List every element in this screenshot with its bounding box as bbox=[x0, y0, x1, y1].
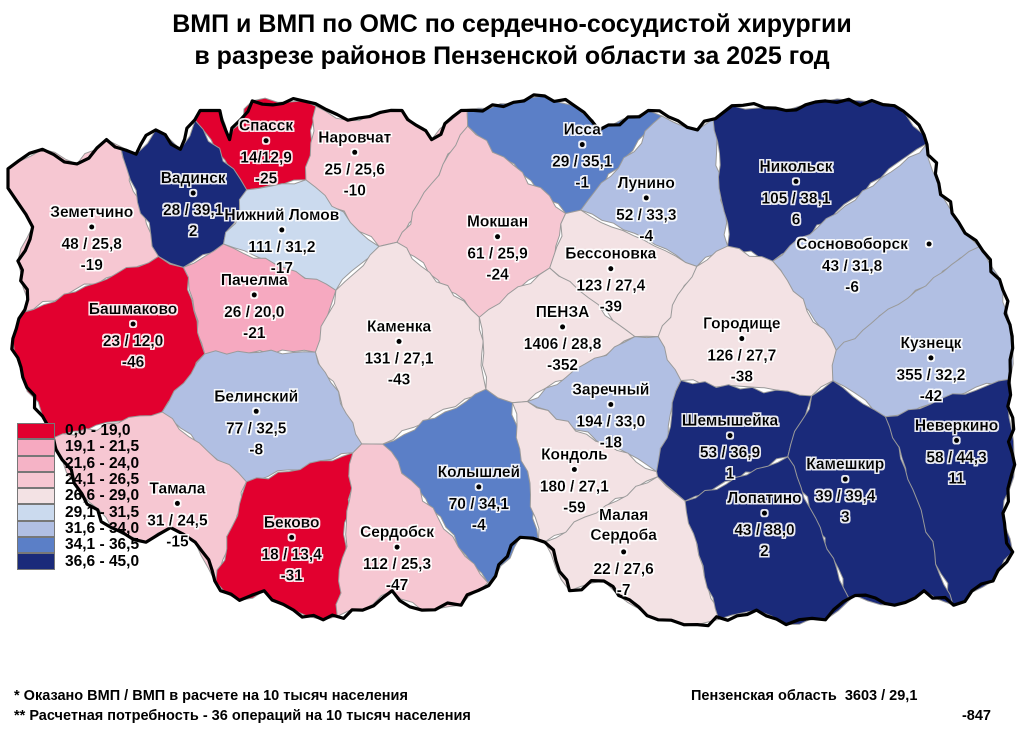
svg-text:26 / 20,0: 26 / 20,0 bbox=[224, 304, 284, 321]
svg-text:1: 1 bbox=[726, 466, 735, 483]
svg-text:Спасск: Спасск bbox=[239, 118, 293, 135]
svg-text:Городище: Городище bbox=[703, 316, 781, 333]
svg-text:-8: -8 bbox=[249, 441, 263, 458]
svg-text:-38: -38 bbox=[731, 369, 754, 386]
svg-text:Башмаково: Башмаково bbox=[89, 301, 177, 318]
svg-text:-24: -24 bbox=[486, 267, 509, 284]
svg-text:111 / 31,2: 111 / 31,2 bbox=[248, 239, 315, 256]
svg-text:131 / 27,1: 131 / 27,1 bbox=[365, 350, 434, 367]
svg-text:48 / 25,8: 48 / 25,8 bbox=[62, 236, 123, 253]
svg-text:1406 / 28,8: 1406 / 28,8 bbox=[524, 336, 602, 353]
svg-text:Земетчино: Земетчино bbox=[50, 204, 133, 221]
svg-text:39 / 39,4: 39 / 39,4 bbox=[815, 488, 876, 505]
svg-text:Лунино: Лунино bbox=[618, 175, 675, 192]
svg-text:Наровчат: Наровчат bbox=[318, 129, 391, 146]
svg-text:-25: -25 bbox=[255, 171, 278, 188]
svg-text:-43: -43 bbox=[388, 371, 411, 388]
svg-text:-4: -4 bbox=[639, 228, 653, 245]
svg-text:-31: -31 bbox=[280, 567, 303, 584]
svg-text:Кузнецк: Кузнецк bbox=[901, 335, 962, 352]
svg-text:Нижний Ломов: Нижний Ломов bbox=[224, 207, 339, 224]
svg-text:Колышлей: Колышлей bbox=[438, 464, 520, 481]
svg-text:194 / 33,0: 194 / 33,0 bbox=[576, 413, 645, 430]
svg-text:61 / 25,9: 61 / 25,9 bbox=[467, 246, 528, 263]
svg-text:123 / 27,4: 123 / 27,4 bbox=[576, 278, 645, 295]
svg-text:29 / 35,1: 29 / 35,1 bbox=[552, 154, 613, 171]
svg-text:58 / 44,3: 58 / 44,3 bbox=[926, 449, 987, 466]
svg-text:Сердобск: Сердобск bbox=[360, 524, 434, 541]
svg-text:112 / 25,3: 112 / 25,3 bbox=[363, 556, 431, 573]
svg-text:-46: -46 bbox=[122, 354, 145, 371]
svg-text:-19: -19 bbox=[81, 257, 104, 274]
svg-text:-10: -10 bbox=[344, 182, 366, 199]
svg-text:-352: -352 bbox=[547, 357, 578, 374]
svg-text:11: 11 bbox=[948, 470, 965, 487]
svg-text:-39: -39 bbox=[600, 299, 623, 316]
svg-text:-47: -47 bbox=[386, 577, 408, 594]
svg-text:Беково: Беково bbox=[264, 514, 320, 531]
svg-text:ПЕНЗА: ПЕНЗА bbox=[536, 304, 590, 321]
svg-text:2: 2 bbox=[189, 223, 198, 240]
svg-text:-7: -7 bbox=[617, 582, 631, 599]
svg-text:Пачелма: Пачелма bbox=[221, 272, 288, 289]
svg-text:Исса: Исса bbox=[564, 122, 602, 139]
svg-text:28 / 39,1: 28 / 39,1 bbox=[163, 202, 224, 219]
svg-text:Камешкир: Камешкир bbox=[806, 456, 884, 473]
svg-text:Бессоновка: Бессоновка bbox=[565, 246, 656, 263]
svg-text:Каменка: Каменка bbox=[367, 318, 431, 335]
svg-text:-1: -1 bbox=[575, 175, 589, 192]
svg-text:126 / 27,7: 126 / 27,7 bbox=[707, 348, 776, 365]
svg-text:70 / 34,1: 70 / 34,1 bbox=[449, 496, 510, 513]
svg-text:Заречный: Заречный bbox=[572, 381, 649, 398]
svg-text:Кондоль: Кондоль bbox=[541, 446, 608, 463]
svg-text:2: 2 bbox=[760, 543, 769, 560]
svg-text:23 / 12,0: 23 / 12,0 bbox=[103, 333, 163, 350]
svg-text:52 / 33,3: 52 / 33,3 bbox=[616, 207, 677, 224]
svg-text:-42: -42 bbox=[920, 388, 942, 405]
svg-text:-4: -4 bbox=[472, 517, 486, 534]
svg-text:Шемышейка: Шемышейка bbox=[682, 413, 779, 430]
svg-text:180 / 27,1: 180 / 27,1 bbox=[540, 478, 609, 495]
svg-text:Малая: Малая bbox=[599, 507, 648, 524]
svg-text:14/12,9: 14/12,9 bbox=[240, 150, 292, 167]
svg-text:25 / 25,6: 25 / 25,6 bbox=[325, 161, 386, 178]
svg-text:Никольск: Никольск bbox=[759, 158, 832, 175]
svg-text:18 / 13,4: 18 / 13,4 bbox=[262, 546, 323, 563]
svg-text:22 / 27,6: 22 / 27,6 bbox=[593, 561, 654, 578]
svg-text:-59: -59 bbox=[563, 499, 586, 516]
svg-text:43 / 31,8: 43 / 31,8 bbox=[822, 258, 883, 275]
svg-text:-21: -21 bbox=[243, 325, 266, 342]
svg-text:Сердоба: Сердоба bbox=[590, 527, 657, 544]
svg-text:355 / 32,2: 355 / 32,2 bbox=[896, 367, 965, 384]
svg-text:Вадинск: Вадинск bbox=[161, 170, 226, 187]
svg-text:Белинский: Белинский bbox=[214, 388, 298, 405]
svg-text:43 / 38,0: 43 / 38,0 bbox=[734, 522, 794, 539]
svg-text:53 / 36,9: 53 / 36,9 bbox=[700, 445, 761, 462]
svg-text:Неверкино: Неверкино bbox=[915, 417, 998, 434]
svg-text:3: 3 bbox=[841, 509, 850, 526]
svg-text:-6: -6 bbox=[845, 279, 859, 296]
svg-text:Лопатино: Лопатино bbox=[727, 490, 801, 507]
svg-text:Мокшан: Мокшан bbox=[467, 214, 528, 231]
svg-text:6: 6 bbox=[792, 211, 801, 228]
svg-text:105 / 38,1: 105 / 38,1 bbox=[762, 190, 831, 207]
svg-text:Сосновоборск: Сосновоборск bbox=[796, 236, 908, 253]
